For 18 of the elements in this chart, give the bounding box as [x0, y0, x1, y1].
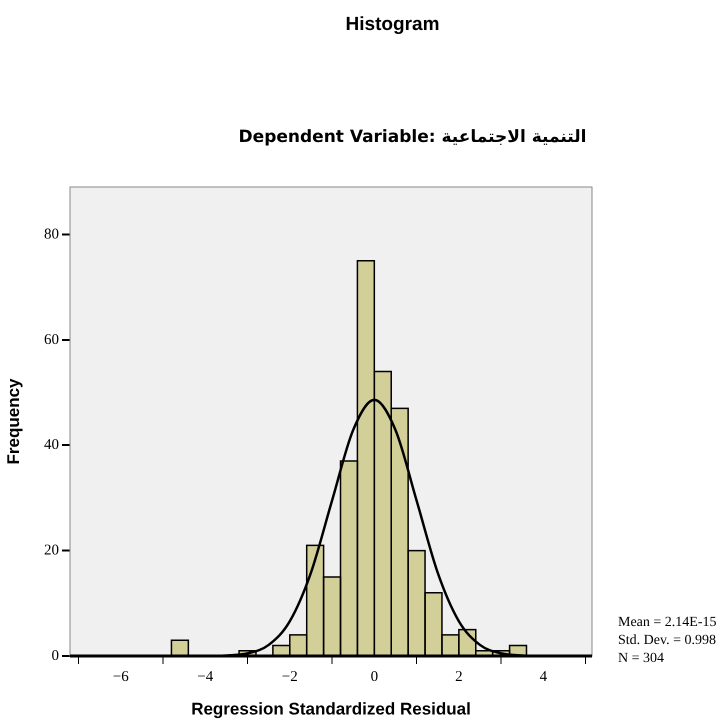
x-tick-label: −6 [112, 668, 130, 685]
chart-subtitle: Dependent Variable: التنمية الاجتماعية [238, 127, 588, 147]
x-tick-label: 0 [370, 668, 378, 685]
x-tick-label: 4 [540, 668, 548, 685]
x-axis-title: Regression Standardized Residual [191, 699, 471, 718]
chart-title: Histogram [344, 14, 440, 36]
y-tick-label: 40 [44, 437, 59, 454]
y-tick-label: 0 [52, 648, 59, 664]
x-tick-label: −4 [197, 668, 214, 685]
y-tick-label: 20 [44, 542, 59, 559]
y-axis-title: Frequency [4, 378, 23, 464]
y-tick-label: 60 [44, 332, 59, 348]
text: N = 304 [618, 650, 666, 668]
y-tick-label: 80 [44, 226, 59, 242]
text: Std. Dev. = 0.998 [618, 632, 716, 650]
text: Mean = 2.14E-15 [618, 614, 716, 632]
x-tick-label: −2 [282, 668, 298, 685]
x-tick-label: 2 [455, 668, 463, 685]
